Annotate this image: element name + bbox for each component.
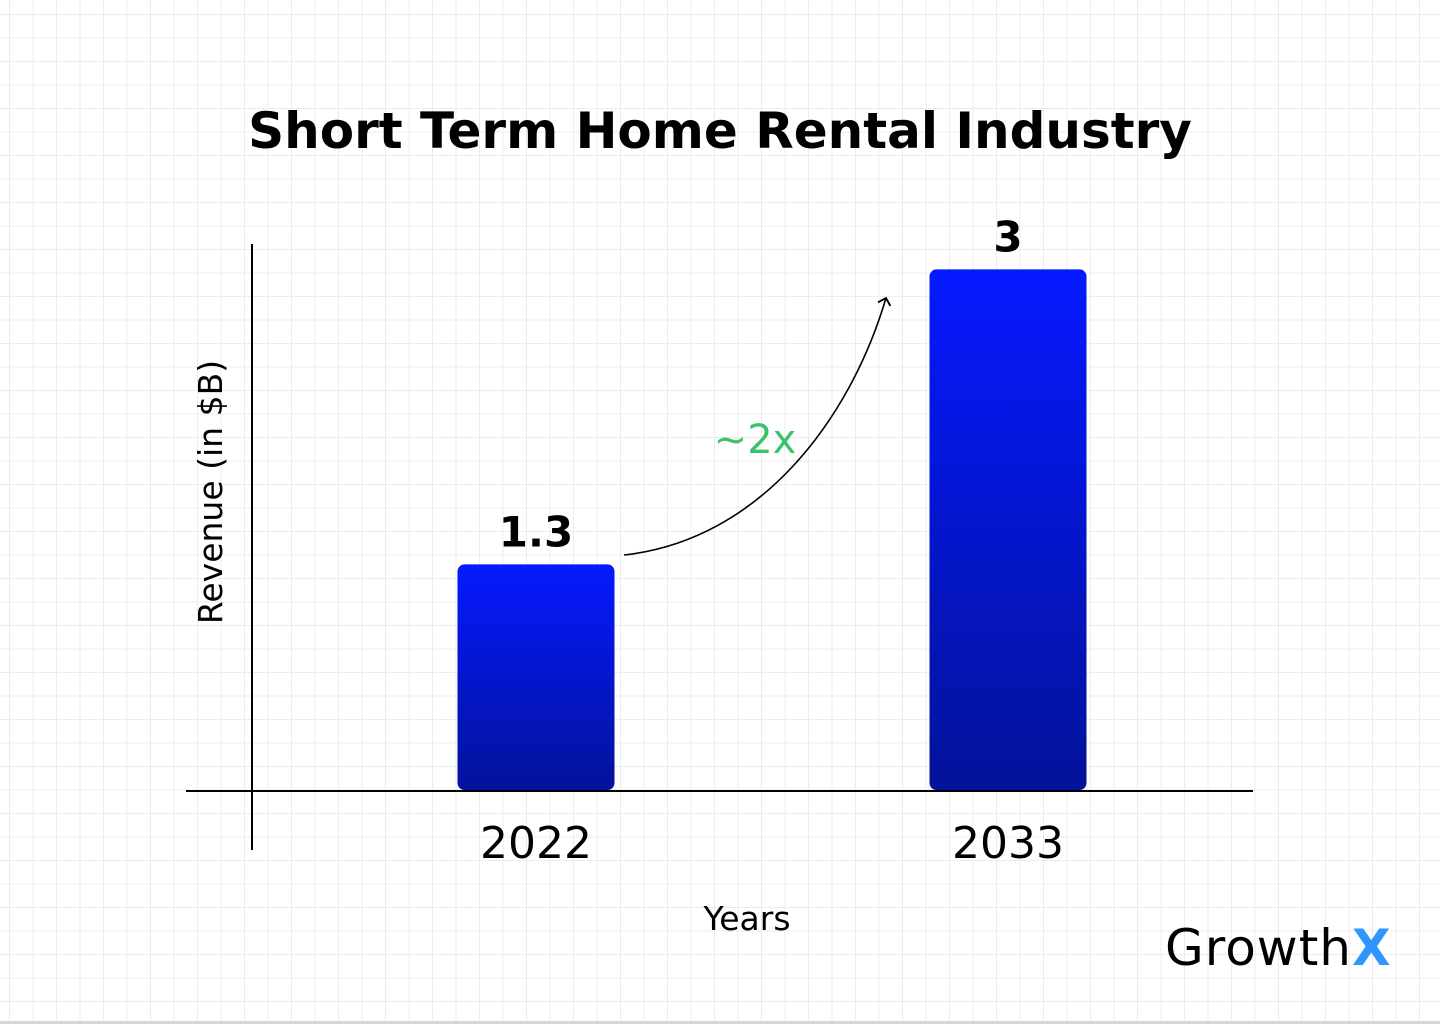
data-label: 3 — [993, 212, 1022, 261]
growth-annotation: ~2x — [714, 417, 797, 463]
bar-2033 — [929, 269, 1087, 791]
growthx-logo: GrowthX — [1165, 918, 1392, 978]
bottom-edge — [0, 1021, 1440, 1024]
x-tick-label: 2022 — [480, 818, 592, 869]
x-axis-label: Years — [702, 899, 790, 938]
y-axis-label: Revenue (in $B) — [191, 360, 230, 624]
chart-title: Short Term Home Rental Industry — [248, 102, 1192, 160]
logo-accent: X — [1351, 919, 1392, 977]
data-label: 1.3 — [499, 507, 573, 556]
bar-2022 — [457, 564, 615, 790]
logo-text: Growth — [1165, 919, 1352, 977]
growth-arrow — [623, 296, 892, 556]
x-tick-label: 2033 — [952, 818, 1064, 869]
